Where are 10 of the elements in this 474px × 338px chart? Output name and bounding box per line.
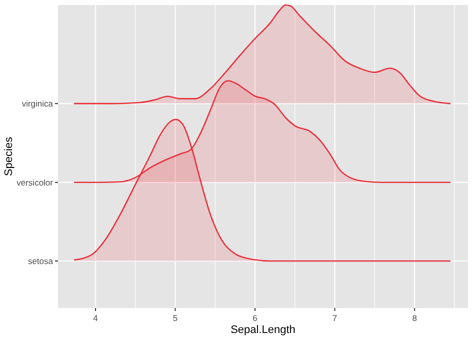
text: virginica — [22, 98, 54, 109]
text: setosa — [28, 256, 54, 266]
y-axis-title: Species — [3, 136, 15, 176]
x-axis-title: Sepal.Length — [230, 324, 296, 336]
x-tick-label: 7 — [332, 313, 338, 323]
x-tick-label: 4 — [93, 313, 98, 323]
x-tick-label: 8 — [412, 313, 418, 323]
x-tick-label: 6 — [252, 313, 258, 323]
x-tick-label: 5 — [172, 313, 178, 323]
text: versicolor — [16, 177, 54, 188]
